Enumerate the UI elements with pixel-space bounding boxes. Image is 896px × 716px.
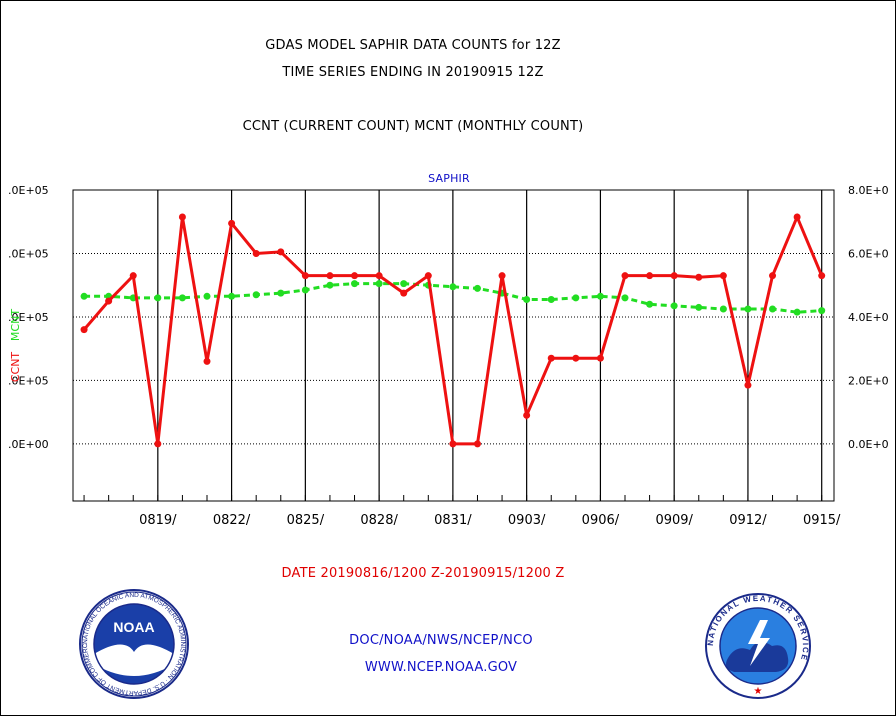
series-mcnt-point xyxy=(252,291,260,299)
x-tick-label: 0828/ xyxy=(360,513,398,528)
series-ccnt-point xyxy=(596,354,604,362)
series-ccnt-point xyxy=(326,272,334,280)
series-ccnt-point xyxy=(203,357,211,365)
y-tick-label-left: .0E+00 xyxy=(8,438,49,451)
panel-title: SAPHIR xyxy=(428,172,470,185)
series-ccnt-point xyxy=(351,272,359,280)
series-mcnt-point xyxy=(744,305,752,313)
x-tick-label: 0912/ xyxy=(729,513,767,528)
series-ccnt-point xyxy=(375,272,383,280)
x-tick-label: 0831/ xyxy=(434,513,472,528)
x-tick-label: 0909/ xyxy=(655,513,693,528)
series-mcnt-point xyxy=(670,302,678,310)
series-ccnt-point xyxy=(277,248,285,256)
series-ccnt-point xyxy=(572,354,580,362)
series-ccnt-point xyxy=(498,272,506,280)
series-mcnt-point xyxy=(80,292,88,300)
series-ccnt-point xyxy=(547,354,555,362)
series-ccnt-point xyxy=(769,272,777,280)
series-mcnt-point xyxy=(326,281,334,289)
series-ccnt-point xyxy=(449,440,457,448)
series-ccnt-point xyxy=(129,272,137,280)
series-ccnt-point xyxy=(228,219,236,227)
y-axis-label-mcnt: MCNT xyxy=(9,309,22,341)
series-mcnt-point xyxy=(375,280,383,288)
series-ccnt-point xyxy=(793,213,801,221)
series-ccnt-point xyxy=(818,272,826,280)
series-mcnt-point xyxy=(228,292,236,300)
series-mcnt-point xyxy=(301,286,309,294)
url-label: WWW.NCEP.NOAA.GOV xyxy=(364,660,518,675)
chart-title-line1: GDAS MODEL SAPHIR DATA COUNTS for 12Z xyxy=(265,38,561,53)
series-ccnt-point xyxy=(424,272,432,280)
series-ccnt-point xyxy=(523,411,531,419)
series-mcnt-point xyxy=(793,308,801,316)
series-ccnt-point xyxy=(719,272,727,280)
series-mcnt-point xyxy=(646,300,654,308)
series-mcnt-point xyxy=(351,280,359,288)
y-tick-label-left: .0E+05 xyxy=(8,184,49,197)
plot-area xyxy=(72,189,835,502)
series-ccnt-point xyxy=(301,272,309,280)
series-ccnt-point xyxy=(105,297,113,305)
series-ccnt-point xyxy=(473,440,481,448)
y-tick-label-right: 2.0E+0 xyxy=(848,374,889,387)
series-mcnt-point xyxy=(178,294,186,302)
series-mcnt-point xyxy=(719,305,727,313)
series-mcnt-point xyxy=(621,294,629,302)
series-mcnt-point xyxy=(154,294,162,302)
series-mcnt-point xyxy=(449,283,457,291)
x-tick-label: 0903/ xyxy=(508,513,546,528)
series-mcnt-point xyxy=(596,292,604,300)
y-axis-label-ccnt: CCNT xyxy=(9,352,22,383)
series-mcnt-point xyxy=(277,289,285,297)
series-ccnt-point xyxy=(154,440,162,448)
series-mcnt-point xyxy=(695,303,703,311)
series-mcnt-point xyxy=(473,284,481,292)
org-label: DOC/NOAA/NWS/NCEP/NCO xyxy=(349,633,533,648)
y-tick-label-right: 6.0E+0 xyxy=(848,247,889,260)
series-ccnt-point xyxy=(80,326,88,334)
series-ccnt-point xyxy=(400,289,408,297)
y-tick-label-left: .0E+05 xyxy=(8,311,49,324)
series-mcnt-point xyxy=(769,305,777,313)
series-mcnt-point xyxy=(203,292,211,300)
series-ccnt-point xyxy=(621,272,629,280)
y-tick-label-left: .0E+05 xyxy=(8,374,49,387)
series-ccnt-point xyxy=(744,381,752,389)
series-ccnt-point xyxy=(646,272,654,280)
x-tick-label: 0822/ xyxy=(213,513,251,528)
x-tick-label: 0906/ xyxy=(582,513,620,528)
series-mcnt-point xyxy=(523,295,531,303)
x-tick-label: 0915/ xyxy=(803,513,841,528)
x-tick-label: 0819/ xyxy=(139,513,177,528)
series-mcnt-point xyxy=(547,295,555,303)
series-ccnt-point xyxy=(670,272,678,280)
date-range-label: DATE 20190816/1200 Z-20190915/1200 Z xyxy=(281,566,565,581)
x-tick-label: 0825/ xyxy=(287,513,325,528)
series-ccnt-point xyxy=(695,273,703,281)
series-ccnt-point xyxy=(178,213,186,221)
chart-subtitle: CCNT (CURRENT COUNT) MCNT (MONTHLY COUNT… xyxy=(242,119,584,134)
y-tick-label-right: 0.0E+0 xyxy=(848,438,889,451)
chart-title-line2: TIME SERIES ENDING IN 20190915 12Z xyxy=(282,65,544,80)
y-tick-label-right: 8.0E+0 xyxy=(848,184,889,197)
y-tick-label-right: 4.0E+0 xyxy=(848,311,889,324)
series-mcnt-point xyxy=(400,280,408,288)
series-ccnt-point xyxy=(252,249,260,257)
series-mcnt-point xyxy=(818,307,826,315)
y-tick-label-left: .0E+05 xyxy=(8,247,49,260)
series-mcnt-point xyxy=(572,294,580,302)
